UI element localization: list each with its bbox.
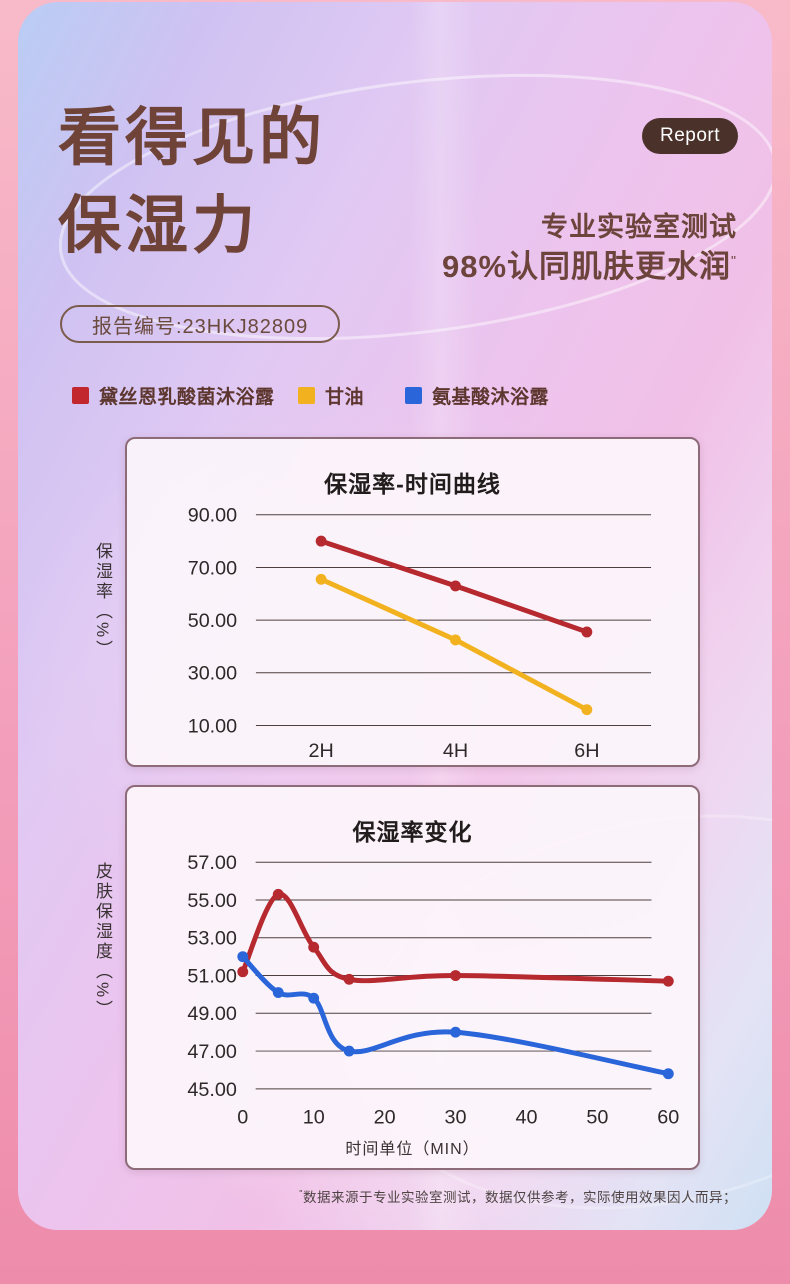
- svg-text:2H: 2H: [308, 740, 333, 762]
- chart-legend: 黛丝恩乳酸菌沐浴露 甘油 氨基酸沐浴露: [18, 382, 772, 409]
- legend-swatch-blue: [405, 387, 422, 404]
- legend-label: 甘油: [325, 387, 365, 408]
- svg-text:30.00: 30.00: [188, 663, 237, 685]
- page-title-line1: 看得见的: [58, 103, 326, 173]
- chart-title-moisture-time-curve: 保湿率-时间曲线: [324, 471, 501, 497]
- svg-text:10: 10: [303, 1106, 325, 1128]
- svg-text:10.00: 10.00: [188, 715, 237, 737]
- svg-text:60: 60: [657, 1106, 679, 1128]
- svg-text:4H: 4H: [443, 740, 468, 762]
- svg-text:49.00: 49.00: [187, 1003, 237, 1025]
- footnote-mark: ": [299, 1188, 303, 1199]
- svg-text:53.00: 53.00: [187, 928, 237, 950]
- subtitle: 专业实验室测试 98%认同肌肤更水润": [442, 208, 737, 287]
- chart-panel-moisture-change: 保湿率变化 57.00 55.00 53.00 51.00 49.00 47.00 45.0…: [125, 785, 700, 1170]
- svg-text:57.00: 57.00: [187, 852, 237, 874]
- moisture-change-line-chart: 57.00 55.00 53.00 51.00 49.00 47.00 45.000 10 20…: [187, 852, 679, 1128]
- x-axis-label-time-unit: 时间单位（MIN）: [345, 1141, 480, 1158]
- svg-text:50.00: 50.00: [188, 610, 237, 632]
- svg-text:45.00: 45.00: [187, 1079, 237, 1101]
- svg-text:51.00: 51.00: [187, 965, 237, 987]
- svg-text:6H: 6H: [574, 740, 599, 762]
- svg-text:47.00: 47.00: [187, 1041, 237, 1063]
- svg-text:0: 0: [237, 1106, 248, 1128]
- subtitle-line2: 98%认同肌肤更水润": [441, 249, 737, 285]
- svg-text:70.00: 70.00: [188, 557, 237, 579]
- chart-title-moisture-change: 保湿率变化: [352, 819, 473, 845]
- legend-item-glycerin: 甘油: [298, 382, 364, 409]
- subtitle-line1: 专业实验室测试: [541, 212, 737, 242]
- svg-text:90.00: 90.00: [188, 505, 237, 527]
- footnote: "数据来源于专业实验室测试，数据仅供参考，实际使用效果因人而异；: [299, 1188, 737, 1206]
- svg-text:30: 30: [445, 1106, 467, 1128]
- svg-text:20: 20: [374, 1106, 396, 1128]
- legend-swatch-red: [72, 387, 89, 404]
- y-axis-label-moisture-rate: 保湿率（%）: [93, 542, 112, 661]
- subtitle-footnote-mark: ": [731, 252, 737, 269]
- legend-label: 黛丝恩乳酸菌沐浴露: [99, 387, 275, 408]
- moisture-time-line-chart: 90.00 70.00 50.00 30.00 10.00 2H 4H 6H: [188, 505, 652, 762]
- svg-text:50: 50: [586, 1106, 608, 1128]
- legend-item-amino-acid-bodywash: 氨基酸沐浴露: [405, 382, 549, 409]
- legend-label: 氨基酸沐浴露: [432, 387, 550, 408]
- legend-swatch-yellow: [298, 387, 315, 404]
- svg-text:55.00: 55.00: [187, 890, 237, 912]
- background-card: 看得见的 保湿力 Report 专业实验室测试 98%认同肌肤更水润" 报告编号…: [18, 2, 772, 1230]
- page-title-line2: 保湿力: [58, 191, 259, 262]
- report-number-pill: 报告编号:23HKJ82809: [60, 305, 341, 343]
- page-title: 看得见的 保湿力: [58, 94, 326, 270]
- chart-panel-moisture-time-curve: 保湿率-时间曲线 90.00 70.00 50.00 30.00 10.00 2H 4H 6H: [125, 437, 700, 767]
- legend-item-lactobacillus-bodywash: 黛丝恩乳酸菌沐浴露: [72, 382, 275, 409]
- report-badge: Report: [642, 118, 738, 154]
- svg-text:40: 40: [515, 1106, 537, 1128]
- y-axis-label-skin-moisture: 皮肤保湿度（%）: [93, 862, 112, 1021]
